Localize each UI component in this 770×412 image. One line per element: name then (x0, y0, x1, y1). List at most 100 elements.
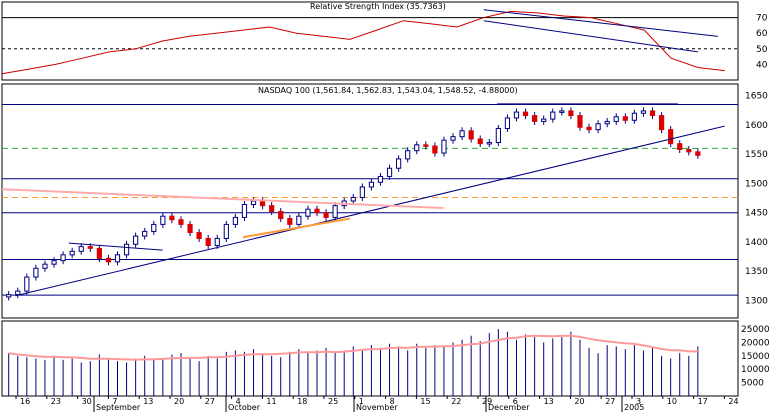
price-candle-body (541, 118, 547, 122)
month-label-2: November (356, 403, 398, 412)
price-candle-body (169, 215, 175, 221)
price-candle-49 (450, 133, 456, 144)
price-candle-7 (69, 247, 75, 259)
price-candle-15 (142, 227, 148, 240)
price-candle-body (423, 144, 429, 147)
price-candle-body (559, 110, 565, 113)
price-candle-11 (105, 254, 112, 266)
price-candle-body (24, 276, 30, 292)
price-candle-22 (205, 234, 211, 249)
price-candle-64 (586, 123, 592, 134)
price-ytick-1650: 1650 (745, 92, 768, 102)
price-candle-60 (550, 108, 556, 123)
volume-average-line (8, 334, 698, 361)
x-tick-label-5: 20 (174, 397, 184, 406)
price-candle-body (278, 211, 284, 220)
price-candle-body (241, 204, 248, 218)
rsi-ytick-40: 40 (756, 60, 768, 70)
price-candle-body (151, 223, 157, 232)
x-tick-label-4: 13 (143, 397, 153, 406)
price-candle-body (142, 230, 148, 237)
price-candle-58 (532, 112, 538, 125)
price-ytick-1300: 1300 (745, 296, 768, 306)
price-candle-body (250, 200, 257, 206)
price-candle-body (259, 200, 266, 207)
price-candle-31 (287, 215, 293, 228)
price-candle-body (532, 115, 538, 122)
price-ytick-1350: 1350 (745, 267, 768, 277)
price-candle-body (477, 138, 483, 145)
price-candle-53 (486, 138, 492, 148)
price-candle-29 (269, 202, 275, 216)
price-candle-body (568, 110, 574, 117)
price-candle-40 (368, 178, 375, 191)
price-candle-23 (214, 234, 220, 249)
price-candle-59 (541, 115, 547, 125)
price-candle-14 (133, 232, 139, 248)
price-candle-19 (178, 216, 184, 228)
price-candle-43 (396, 155, 402, 172)
volume-ytick-5000: 5000 (741, 379, 764, 389)
price-candle-26 (241, 201, 248, 221)
price-candle-12 (114, 251, 121, 266)
price-candle-47 (432, 142, 438, 157)
price-candle-48 (441, 136, 447, 157)
price-candle-body (504, 117, 511, 129)
price-candle-62 (568, 107, 574, 120)
price-candle-body (87, 246, 93, 249)
price-candle-44 (405, 147, 411, 163)
price-candle-body (677, 143, 683, 151)
price-candle-body (513, 111, 520, 119)
price-candle-72 (658, 112, 665, 134)
x-tick-label-20: 3 (636, 397, 641, 406)
price-candle-body (459, 130, 465, 138)
price-candle-body (613, 116, 619, 122)
price-candle-75 (686, 146, 692, 156)
price-candle-body (196, 232, 202, 239)
price-candle-24 (223, 220, 229, 242)
price-candle-55 (504, 114, 511, 132)
price-candle-35 (323, 209, 329, 221)
price-candle-63 (577, 112, 583, 131)
x-axis: 16 23 30 7 13 20 27 4 11 18 25 1 8 15 22 29 6 13 20 27 3 10 17… (15, 396, 739, 412)
price-candle-34 (314, 205, 320, 217)
price-candle-body (396, 158, 402, 169)
price-trendline-3 (68, 242, 163, 251)
price-candle-66 (604, 117, 610, 128)
price-candle-body (441, 139, 447, 154)
price-candle-body (105, 257, 112, 263)
price-candle-body (305, 208, 311, 217)
price-trendline-0 (15, 125, 725, 297)
price-candle-body (595, 123, 601, 131)
rsi-ytick-60: 60 (756, 29, 768, 39)
price-candle-body (604, 120, 610, 125)
price-candle-8 (78, 243, 84, 255)
price-candle-42 (386, 164, 393, 180)
price-ytick-1400: 1400 (745, 238, 768, 248)
price-candle-25 (232, 213, 238, 228)
price-candle-body (178, 219, 184, 225)
price-candle-body (69, 250, 75, 256)
rsi-trendline-1 (483, 20, 698, 53)
price-candle-body (468, 130, 474, 140)
price-candle-body (577, 115, 583, 128)
price-candle-body (269, 205, 275, 213)
price-candle-73 (668, 126, 674, 148)
price-ytick-1450: 1450 (745, 209, 768, 219)
price-candle-body (332, 205, 338, 218)
price-candle-body (695, 151, 701, 156)
price-candle-body (686, 149, 692, 153)
price-candle-body (622, 116, 628, 121)
price-candle-17 (160, 212, 166, 228)
x-tick-label-23: 24 (728, 397, 738, 406)
x-tick-label-11: 1 (359, 397, 364, 406)
x-tick-label-15: 29 (482, 397, 492, 406)
price-candle-13 (123, 240, 130, 259)
rsi-trendline-0 (483, 9, 718, 37)
price-candle-body (51, 260, 57, 265)
price-candle-body (123, 243, 130, 256)
x-tick-label-12: 8 (390, 397, 395, 406)
price-candle-46 (423, 141, 429, 150)
price-candle-32 (296, 212, 302, 228)
price-candle-body (187, 223, 193, 234)
